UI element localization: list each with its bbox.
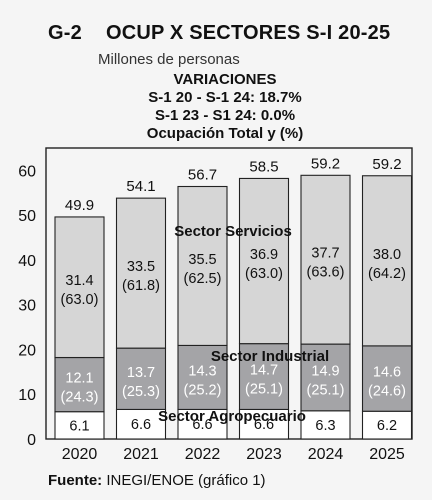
series-label-agropecuario: Sector Agropecuario [158,408,306,425]
industrial-value-label: 14.7 [250,363,278,379]
source-text: INEGI/ENOE (gráfico 1) [106,472,266,489]
bar-total-label: 59.2 [311,155,340,172]
industrial-pct-label: (24.3) [61,390,99,406]
bar-segment-agropecuario [177,408,228,440]
series-label-industrial: Sector Industrial [211,348,329,365]
servicios-value-label: 33.5 [127,259,155,275]
y-tick-label: 50 [18,208,36,225]
bar-segment-servicios [54,216,105,359]
bar-total-label: 58.5 [249,158,278,175]
chart-title: G-2 OCUP X SECTORES S-I 20-25 [48,22,390,45]
industrial-pct-label: (25.1) [245,382,283,398]
servicios-value-label: 38.0 [373,247,401,263]
servicios-pct-label: (62.5) [184,271,222,287]
servicios-pct-label: (63.0) [61,292,99,308]
bar-total-label: 54.1 [126,178,155,195]
servicios-pct-label: (61.8) [122,278,160,294]
note-line-1: VARIACIONES [173,71,277,88]
bar-segment-industrial [177,344,228,411]
variations-note: VARIACIONES S-1 20 - S-1 24: 18.7% S-1 2… [110,71,340,143]
industrial-value-label: 13.7 [127,365,155,381]
bar-total-label: 56.7 [188,167,217,184]
agropecuario-value-label: 6.2 [377,418,397,434]
agropecuario-value-label: 6.6 [254,417,274,433]
chart-subtitle: Millones de personas [98,51,240,68]
y-tick-label: 0 [27,432,36,449]
note-line-3: S-1 23 - S1 24: 0.0% [154,107,296,124]
x-tick-label: 2023 [246,446,282,463]
agropecuario-value-label: 6.1 [69,418,89,434]
bar-segment-industrial [300,343,351,412]
bar-segment-servicios [300,174,351,345]
industrial-pct-label: (25.1) [307,382,345,398]
bar-segment-agropecuario [115,408,167,440]
servicios-pct-label: (63.0) [245,266,283,282]
industrial-value-label: 14.3 [188,363,216,379]
bar-segment-agropecuario [54,411,105,440]
industrial-value-label: 12.1 [65,371,93,387]
x-tick-label: 2025 [369,446,405,463]
x-tick-label: 2020 [62,446,98,463]
source-label: Fuente: [48,472,103,489]
industrial-value-label: 14.9 [311,363,339,379]
x-tick-label: 2024 [308,446,344,463]
source-note: Fuente: INEGI/ENOE (gráfico 1) [48,472,266,489]
bar-total-label: 49.9 [65,197,94,214]
note-line-2: S-1 20 - S-1 24: 18.7% [148,89,302,106]
y-tick-label: 20 [18,342,36,359]
note-line-4: Ocupación Total y (%) [146,125,304,142]
agropecuario-value-label: 6.6 [192,417,212,433]
bar-segment-servicios [238,177,290,345]
industrial-value-label: 14.6 [373,365,401,381]
y-tick-label: 40 [18,253,36,270]
bar-total-label: 59.2 [372,156,401,173]
servicios-pct-label: (63.6) [307,265,345,281]
agropecuario-value-label: 6.3 [315,418,335,434]
y-tick-label: 10 [18,387,36,404]
servicios-value-label: 37.7 [311,246,339,262]
bar-segment-servicios [115,197,167,349]
series-label-servicios: Sector Servicios [174,223,292,240]
y-tick-label: 30 [18,298,36,315]
servicios-value-label: 31.4 [65,273,93,289]
bar-segment-industrial [115,347,167,411]
bar-segment-servicios [177,185,228,346]
chart-code: G-2 [48,22,82,44]
industrial-pct-label: (25.3) [122,384,160,400]
servicios-value-label: 35.5 [188,252,216,268]
bar-segment-industrial [361,345,413,412]
bar-segment-agropecuario [361,410,413,440]
x-tick-label: 2021 [123,446,159,463]
bar-segment-servicios [361,175,413,347]
bar-segment-industrial [54,356,105,413]
servicios-pct-label: (64.2) [368,266,406,282]
industrial-pct-label: (25.2) [184,382,222,398]
x-tick-label: 2022 [185,446,221,463]
chart-title-text: OCUP X SECTORES S-I 20-25 [105,22,391,44]
y-tick-label: 60 [18,163,36,180]
industrial-pct-label: (24.6) [368,384,406,400]
servicios-value-label: 36.9 [250,247,278,263]
agropecuario-value-label: 6.6 [131,417,151,433]
bar-segment-agropecuario [300,410,351,440]
bar-segment-industrial [238,343,290,411]
